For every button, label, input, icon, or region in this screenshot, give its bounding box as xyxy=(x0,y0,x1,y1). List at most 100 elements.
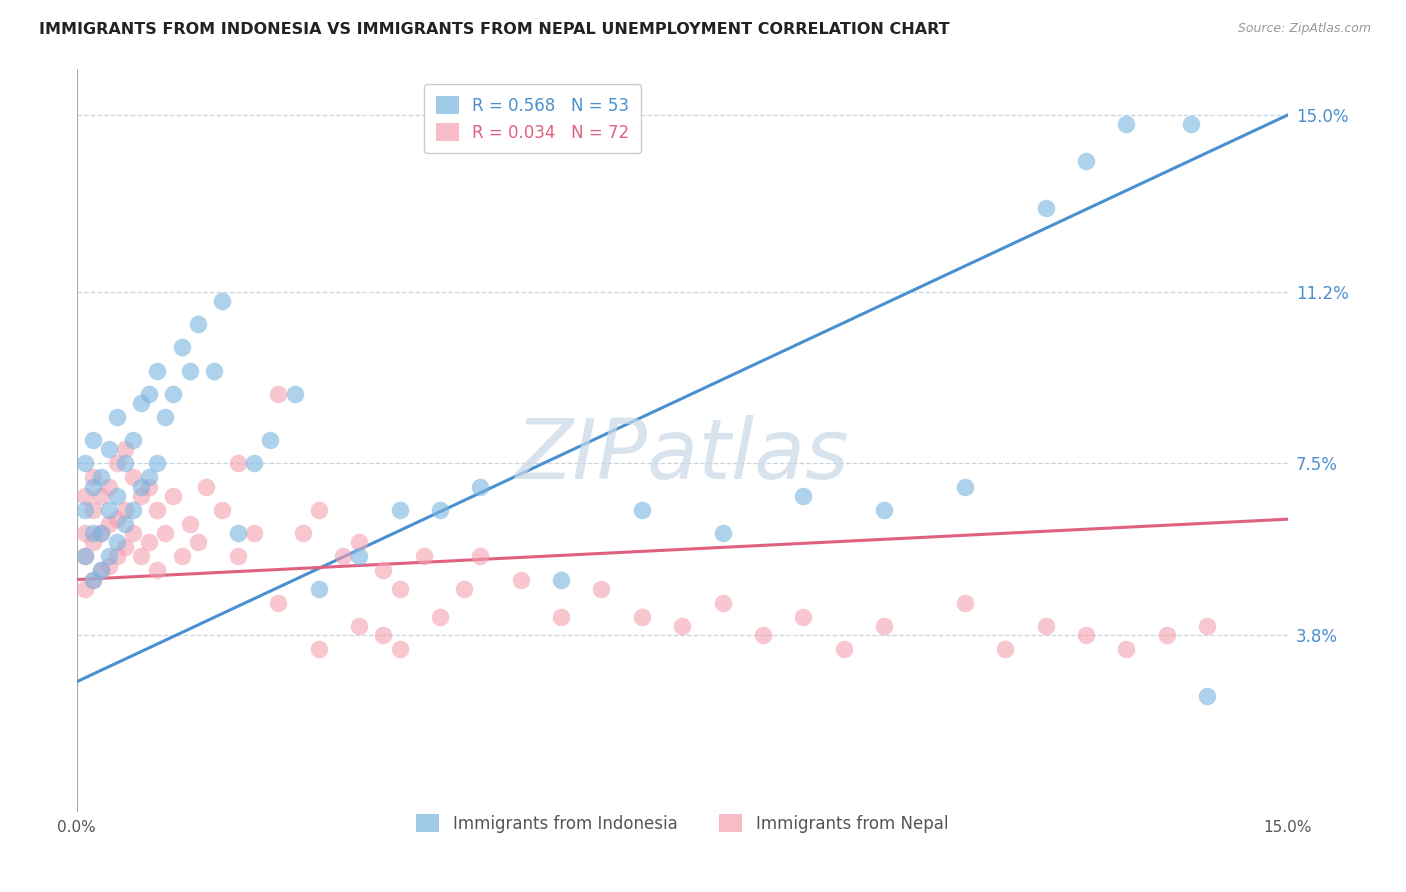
Point xyxy=(105,549,128,564)
Point xyxy=(308,642,330,657)
Point xyxy=(122,503,145,517)
Point xyxy=(129,480,152,494)
Point xyxy=(129,396,152,410)
Point xyxy=(194,480,217,494)
Point xyxy=(73,582,96,596)
Point xyxy=(114,457,136,471)
Point xyxy=(550,609,572,624)
Point xyxy=(97,442,120,457)
Point xyxy=(105,409,128,424)
Point xyxy=(105,489,128,503)
Text: ZIPatlas: ZIPatlas xyxy=(516,415,849,496)
Point xyxy=(226,457,249,471)
Point xyxy=(90,563,112,577)
Point xyxy=(388,642,411,657)
Point xyxy=(73,549,96,564)
Point xyxy=(873,619,896,633)
Point xyxy=(347,549,370,564)
Point xyxy=(388,503,411,517)
Point xyxy=(82,526,104,541)
Point xyxy=(332,549,354,564)
Point xyxy=(591,582,613,596)
Point xyxy=(373,563,395,577)
Point xyxy=(453,582,475,596)
Point xyxy=(105,512,128,526)
Point xyxy=(114,442,136,457)
Point xyxy=(953,596,976,610)
Point xyxy=(82,573,104,587)
Point xyxy=(105,535,128,549)
Point xyxy=(1317,108,1340,122)
Point xyxy=(138,386,160,401)
Point xyxy=(202,363,225,377)
Point xyxy=(138,470,160,484)
Point xyxy=(90,526,112,541)
Legend: Immigrants from Indonesia, Immigrants from Nepal: Immigrants from Indonesia, Immigrants fr… xyxy=(405,803,960,845)
Point xyxy=(82,535,104,549)
Point xyxy=(73,549,96,564)
Point xyxy=(97,480,120,494)
Point xyxy=(1074,154,1097,169)
Point xyxy=(308,503,330,517)
Point xyxy=(873,503,896,517)
Point xyxy=(308,582,330,596)
Point xyxy=(412,549,434,564)
Point xyxy=(1180,117,1202,131)
Point xyxy=(792,609,814,624)
Point xyxy=(470,480,492,494)
Point xyxy=(82,503,104,517)
Point xyxy=(429,503,451,517)
Point xyxy=(470,549,492,564)
Point xyxy=(267,596,290,610)
Point xyxy=(129,489,152,503)
Point xyxy=(73,457,96,471)
Point xyxy=(373,628,395,642)
Point xyxy=(82,470,104,484)
Point xyxy=(162,489,184,503)
Point xyxy=(832,642,855,657)
Point xyxy=(1195,619,1218,633)
Point xyxy=(1074,628,1097,642)
Point xyxy=(122,470,145,484)
Point xyxy=(243,457,266,471)
Point xyxy=(97,516,120,531)
Point xyxy=(146,503,169,517)
Point xyxy=(114,503,136,517)
Point xyxy=(146,563,169,577)
Point xyxy=(284,386,307,401)
Point xyxy=(671,619,693,633)
Point xyxy=(138,535,160,549)
Point xyxy=(226,526,249,541)
Point xyxy=(90,470,112,484)
Point xyxy=(122,526,145,541)
Point xyxy=(97,503,120,517)
Point xyxy=(1115,117,1137,131)
Point xyxy=(711,596,734,610)
Point xyxy=(259,433,281,447)
Point xyxy=(509,573,531,587)
Point xyxy=(146,457,169,471)
Point xyxy=(711,526,734,541)
Text: Source: ZipAtlas.com: Source: ZipAtlas.com xyxy=(1237,22,1371,36)
Point xyxy=(170,340,193,354)
Point xyxy=(1035,619,1057,633)
Point xyxy=(90,563,112,577)
Point xyxy=(792,489,814,503)
Point xyxy=(752,628,775,642)
Point xyxy=(90,489,112,503)
Point xyxy=(243,526,266,541)
Point xyxy=(90,526,112,541)
Point xyxy=(82,480,104,494)
Point xyxy=(1115,642,1137,657)
Point xyxy=(388,582,411,596)
Point xyxy=(291,526,314,541)
Point xyxy=(73,526,96,541)
Point xyxy=(138,480,160,494)
Point xyxy=(82,573,104,587)
Point xyxy=(1156,628,1178,642)
Point xyxy=(187,317,209,331)
Point xyxy=(122,433,145,447)
Point xyxy=(73,503,96,517)
Point xyxy=(347,535,370,549)
Point xyxy=(550,573,572,587)
